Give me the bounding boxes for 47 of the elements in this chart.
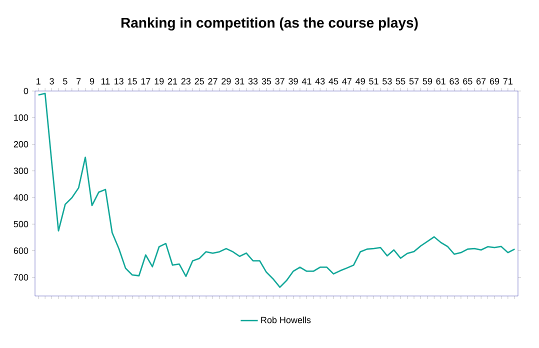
x-tick-label: 11 — [101, 78, 110, 84]
y-tick-label: 0 — [24, 88, 28, 94]
x-tick-label: 71 — [503, 78, 512, 84]
chart-title: Ranking in competition (as the course plays) — [121, 17, 418, 31]
x-tick-label: 15 — [128, 78, 137, 84]
x-tick-label: 1 — [36, 78, 40, 84]
y-tick-label: 500 — [14, 220, 28, 228]
x-tick-label: 41 — [302, 78, 312, 84]
x-tick-label: 29 — [222, 78, 231, 84]
x-tick-label: 65 — [463, 78, 472, 84]
x-tick-label: 59 — [422, 78, 432, 84]
y-tick-label: 700 — [14, 274, 28, 281]
x-tick-label: 51 — [369, 78, 378, 84]
legend-label: Rob Howells — [261, 316, 311, 324]
x-tick-label: 5 — [63, 78, 68, 84]
x-tick-label: 23 — [181, 78, 191, 84]
x-tick-label: 21 — [168, 78, 178, 84]
x-tick-label: 63 — [450, 78, 459, 84]
x-tick-label: 49 — [356, 78, 365, 84]
x-tick-label: 9 — [90, 78, 94, 84]
x-tick-label: 7 — [76, 78, 81, 84]
x-tick-label: 27 — [208, 78, 218, 84]
y-tick-label: 400 — [14, 194, 28, 201]
x-tick-label: 69 — [490, 78, 500, 84]
x-tick-label: 17 — [141, 78, 150, 84]
x-tick-label: 47 — [342, 78, 352, 84]
x-tick-label: 57 — [409, 78, 419, 84]
x-tick-label: 31 — [234, 78, 244, 84]
x-tick-label: 19 — [154, 78, 164, 84]
y-tick-label: 100 — [14, 114, 28, 121]
y-tick-label: 200 — [14, 141, 28, 148]
y-tick-label: 600 — [14, 248, 28, 254]
x-tick-label: 45 — [328, 78, 338, 84]
x-tick-label: 25 — [194, 78, 204, 84]
x-tick-label: 43 — [315, 78, 325, 84]
x-tick-label: 3 — [50, 78, 54, 84]
x-tick-label: 13 — [114, 78, 124, 84]
x-tick-label: 61 — [436, 78, 446, 84]
x-tick-label: 37 — [275, 78, 284, 84]
x-tick-label: 39 — [288, 78, 298, 84]
x-tick-label: 35 — [262, 78, 272, 84]
x-tick-label: 53 — [382, 78, 392, 84]
y-tick-label: 300 — [14, 168, 28, 174]
x-tick-label: 33 — [248, 78, 258, 84]
x-tick-label: 67 — [476, 78, 486, 84]
line-series — [38, 92, 516, 288]
x-tick-label: 55 — [396, 78, 406, 84]
